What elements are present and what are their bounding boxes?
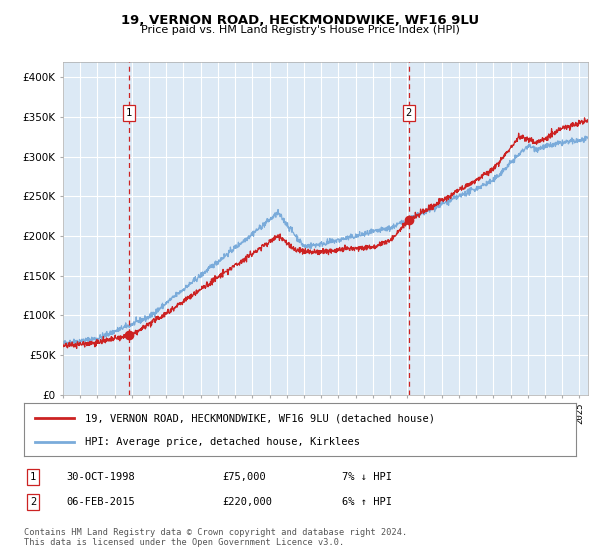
Text: £75,000: £75,000 [222, 472, 266, 482]
Text: 1: 1 [30, 472, 36, 482]
Text: £220,000: £220,000 [222, 497, 272, 507]
Text: 7% ↓ HPI: 7% ↓ HPI [342, 472, 392, 482]
Text: Contains HM Land Registry data © Crown copyright and database right 2024.
This d: Contains HM Land Registry data © Crown c… [24, 528, 407, 547]
Text: 30-OCT-1998: 30-OCT-1998 [66, 472, 135, 482]
Text: 2: 2 [406, 108, 412, 118]
Text: 6% ↑ HPI: 6% ↑ HPI [342, 497, 392, 507]
Text: 2: 2 [30, 497, 36, 507]
Text: 1: 1 [126, 108, 132, 118]
Text: Price paid vs. HM Land Registry's House Price Index (HPI): Price paid vs. HM Land Registry's House … [140, 25, 460, 35]
Text: HPI: Average price, detached house, Kirklees: HPI: Average price, detached house, Kirk… [85, 436, 360, 446]
Text: 19, VERNON ROAD, HECKMONDWIKE, WF16 9LU (detached house): 19, VERNON ROAD, HECKMONDWIKE, WF16 9LU … [85, 413, 435, 423]
Text: 06-FEB-2015: 06-FEB-2015 [66, 497, 135, 507]
Text: 19, VERNON ROAD, HECKMONDWIKE, WF16 9LU: 19, VERNON ROAD, HECKMONDWIKE, WF16 9LU [121, 14, 479, 27]
